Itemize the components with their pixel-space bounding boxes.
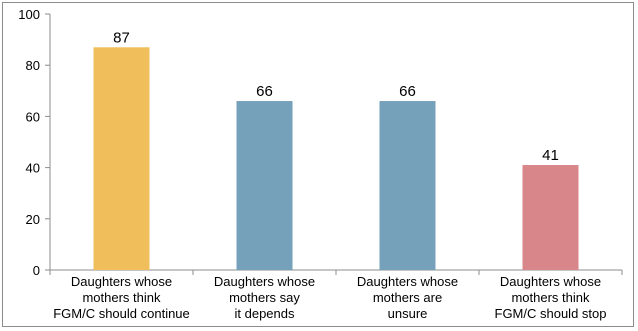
bar [236, 101, 293, 270]
y-tick-label: 100 [18, 7, 40, 22]
data-label: 41 [542, 147, 559, 164]
y-tick-label: 40 [26, 161, 40, 176]
data-label: 66 [256, 83, 273, 100]
category-label: Daughters whose mothers think FGM/C should… [53, 274, 190, 321]
category-label-line: mothers are [373, 290, 442, 305]
category-label-line: Daughters whose [500, 274, 601, 289]
category-label-line: Daughters whose [357, 274, 458, 289]
data-label: 87 [113, 29, 130, 46]
bar [379, 101, 436, 270]
y-tick-label: 80 [26, 58, 40, 73]
category-label-line: FGM/C should continue [53, 306, 190, 321]
y-tick-label: 20 [26, 212, 40, 227]
bar [93, 47, 150, 270]
y-tick-label: 0 [33, 263, 40, 278]
category-label: Daughters whose mothers say it depends [214, 274, 315, 321]
y-tick-label: 60 [26, 109, 40, 124]
data-label: 66 [399, 83, 416, 100]
bar [522, 165, 579, 270]
category-label-line: mothers think [511, 290, 590, 305]
category-label-line: mothers think [82, 290, 161, 305]
category-label: Daughters whose mothers think FGM/C should… [495, 274, 607, 321]
category-label-line: mothers say [229, 290, 300, 305]
category-label-line: Daughters whose [214, 274, 315, 289]
category-label-line: unsure [388, 306, 428, 321]
category-label-line: it depends [235, 306, 295, 321]
category-label: Daughters whose mothers are unsure [357, 274, 458, 321]
category-label-line: Daughters whose [71, 274, 172, 289]
category-label-line: FGM/C should stop [495, 306, 607, 321]
